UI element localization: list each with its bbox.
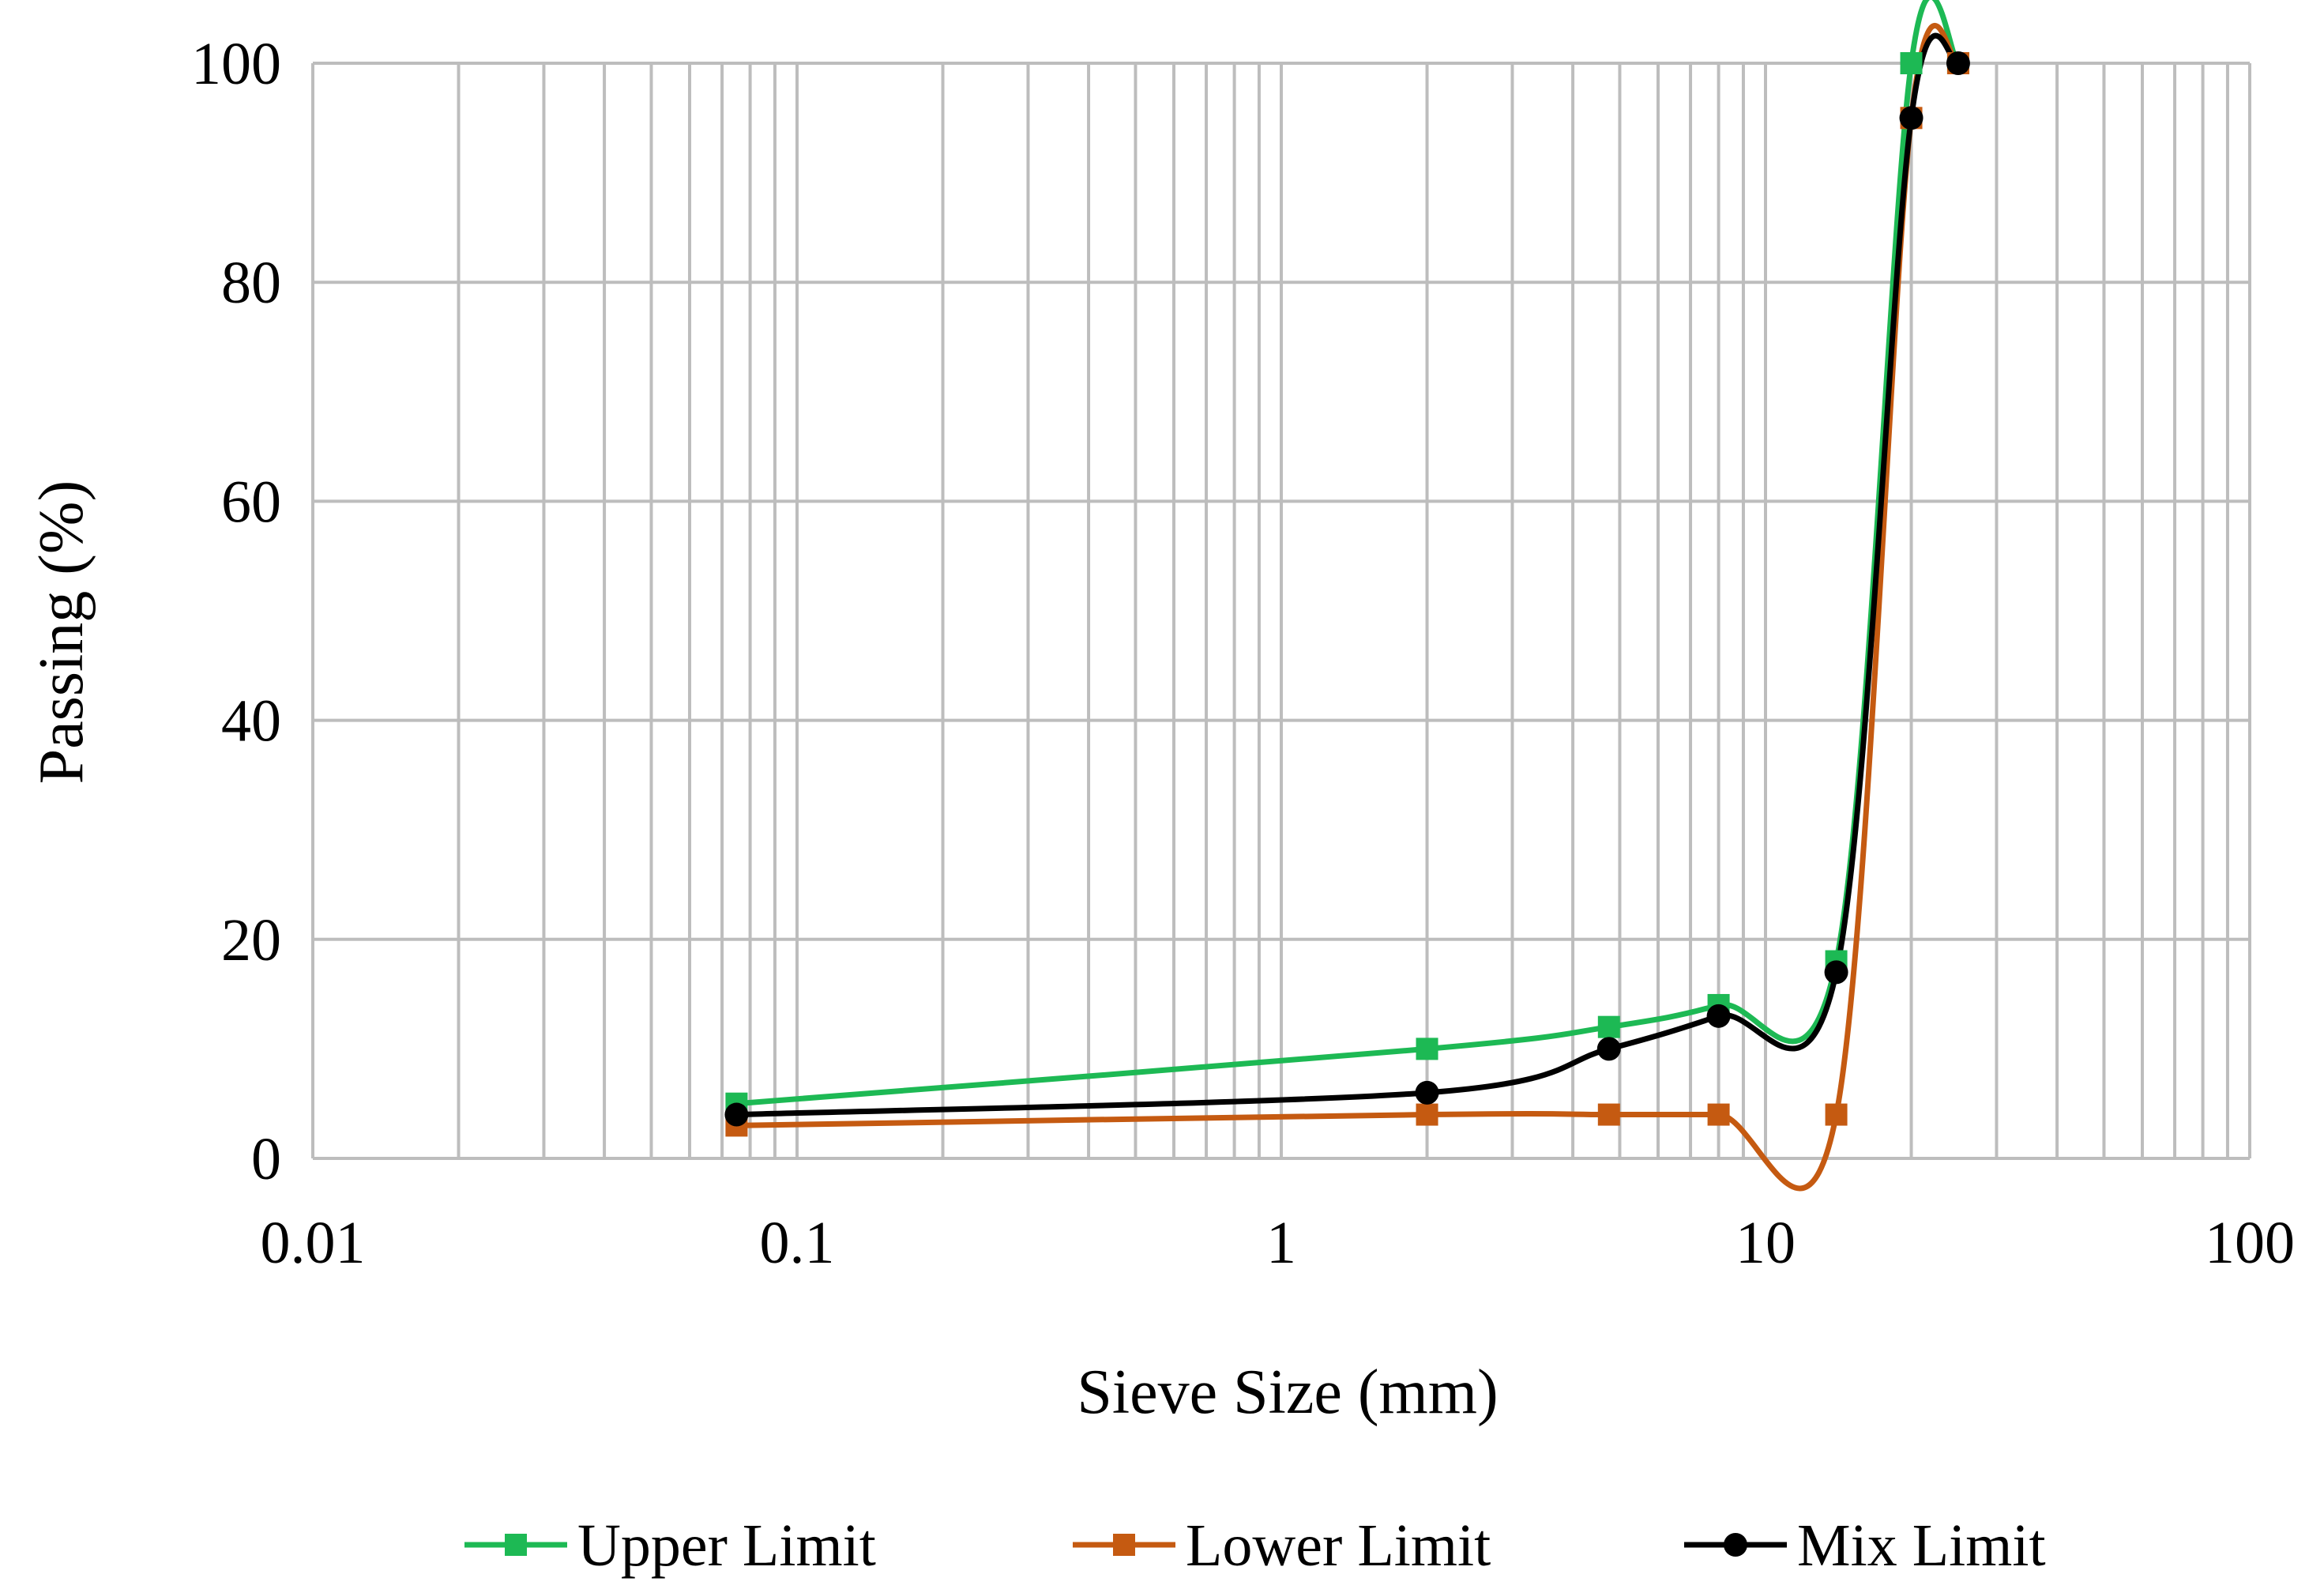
- y-tick-label: 80: [221, 250, 281, 316]
- legend-entry-upper-limit: Upper Limit: [464, 1512, 876, 1579]
- x-tick-label: 100: [2205, 1210, 2295, 1276]
- y-tick-label: 100: [191, 31, 281, 97]
- data-point-mix-limit: [724, 1102, 749, 1127]
- legend-label-mix-limit: Mix Limit: [1797, 1512, 2046, 1579]
- x-tick-label: 0.1: [760, 1210, 835, 1276]
- legend-marker-lower-limit: [1113, 1534, 1135, 1556]
- series-line-lower-limit: [736, 23, 1961, 1192]
- axes: [311, 63, 2250, 1160]
- data-point-upper-limit: [1597, 1015, 1620, 1038]
- data-point-lower-limit: [1416, 1103, 1438, 1126]
- y-tick-label: 20: [221, 907, 281, 974]
- data-point-mix-limit: [1899, 106, 1924, 130]
- data-point-mix-limit: [1596, 1037, 1621, 1061]
- x-tick-label: 1: [1266, 1210, 1296, 1276]
- series-line-upper-limit: [736, 0, 1961, 1107]
- series-line-mix-limit: [736, 32, 1961, 1118]
- x-tick-label: 0.01: [261, 1210, 366, 1276]
- x-axis-title: Sieve Size (mm): [1077, 1358, 1498, 1427]
- data-point-mix-limit: [1946, 51, 1970, 75]
- legend-entry-lower-limit: Lower Limit: [1073, 1512, 1491, 1579]
- legend-marker-upper-limit: [505, 1534, 527, 1556]
- tick-labels: 0 20 40 60 80 100 0.01 0.1 1 10 100: [191, 31, 2295, 1276]
- legend: Upper Limit Lower Limit Mix Limit: [464, 1512, 2046, 1579]
- y-tick-label: 0: [251, 1126, 281, 1192]
- series-markers: [724, 51, 1970, 1137]
- data-point-lower-limit: [1707, 1103, 1730, 1126]
- legend-label-lower-limit: Lower Limit: [1186, 1512, 1491, 1579]
- data-point-lower-limit: [1825, 1103, 1848, 1126]
- y-tick-label: 40: [221, 688, 281, 755]
- legend-label-upper-limit: Upper Limit: [577, 1512, 876, 1579]
- legend-marker-mix-limit: [1724, 1533, 1747, 1557]
- grid: [311, 62, 2251, 1160]
- data-point-mix-limit: [1706, 1004, 1731, 1028]
- data-point-upper-limit: [1416, 1038, 1438, 1060]
- x-tick-label: 10: [1735, 1210, 1796, 1276]
- legend-entry-mix-limit: Mix Limit: [1684, 1512, 2046, 1579]
- y-axis-title: Passing (%): [27, 480, 96, 784]
- data-point-upper-limit: [1900, 52, 1923, 74]
- data-point-mix-limit: [1415, 1080, 1439, 1105]
- series-lines: [736, 0, 1961, 1192]
- data-point-mix-limit: [1824, 960, 1848, 985]
- y-tick-label: 60: [221, 469, 281, 535]
- data-point-lower-limit: [1597, 1103, 1620, 1126]
